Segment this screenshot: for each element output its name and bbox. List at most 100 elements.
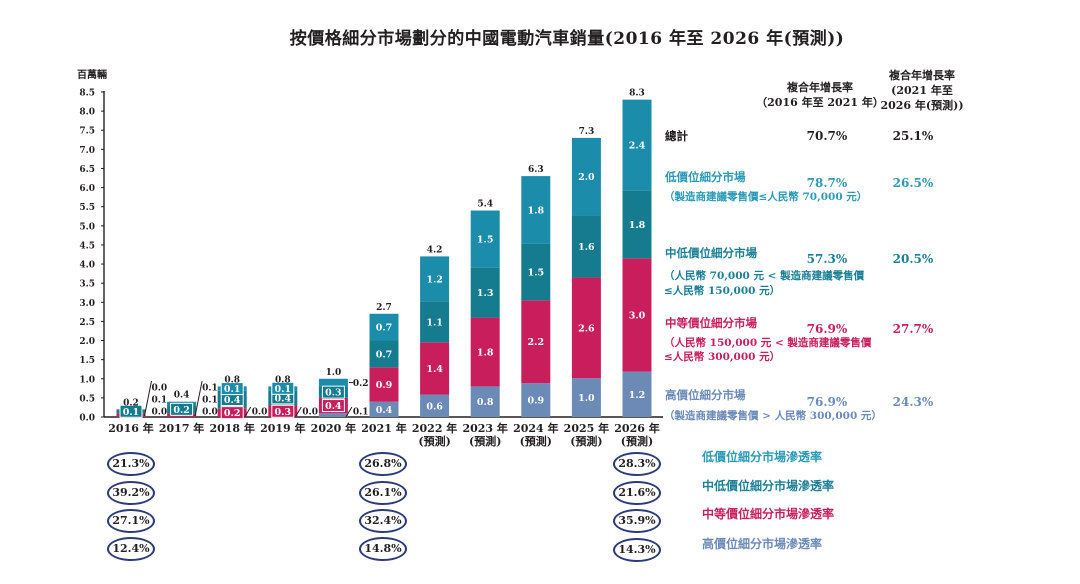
- y-tick-label: 1.5: [79, 356, 95, 366]
- data-label: 0.4: [376, 405, 393, 416]
- x-tick-sublabel: (預測): [520, 434, 552, 448]
- cagr-row-sub-mid-1: （人民幣 150,000 元 < 製造商建議零售價: [664, 337, 872, 349]
- y-tick-label: 8.0: [79, 108, 95, 118]
- callout-label: 0.0: [302, 408, 318, 418]
- data-label: 2.2: [528, 337, 545, 348]
- bar-segment: [622, 371, 652, 417]
- callout-label: 0.0: [202, 408, 218, 418]
- legend-high-penetration: 高價位細分市場滲透率: [702, 537, 823, 551]
- callout-leader-line: [144, 380, 152, 417]
- bar-segment: [571, 137, 601, 216]
- callout-label: 0.0: [252, 408, 268, 418]
- cagr-header-2016-2021-line-2: （2016 年至 2021 年）: [756, 96, 884, 109]
- data-label: 0.1: [275, 384, 292, 395]
- data-label: 3.0: [629, 310, 646, 321]
- y-tick-label: 7.5: [79, 127, 95, 137]
- x-tick-sublabel: (預測): [621, 434, 653, 448]
- penetration-oval: 26.8%: [359, 452, 407, 476]
- cagr-row-sub-mid-2: ≤人民幣 300,000 元）: [664, 351, 781, 363]
- penetration-oval: 21.3%: [107, 452, 155, 476]
- penetration-oval: 35.9%: [613, 509, 661, 533]
- cagr-header-2016-2021: 複合年增長率 （2016 年至 2021 年）: [755, 80, 885, 110]
- cagr-row-label-midlow: 中低價位細分市場: [665, 246, 757, 260]
- data-label: 0.7: [376, 323, 393, 334]
- data-label: 0.6: [426, 401, 443, 412]
- data-label: 1.4: [426, 364, 443, 375]
- data-label-box: [220, 406, 244, 420]
- data-label: 0.4: [224, 395, 241, 406]
- data-label: 0.4: [275, 393, 292, 404]
- data-label: 0.4: [325, 401, 342, 412]
- y-tick-label: 4.5: [79, 241, 95, 251]
- y-tick-label: 0.5: [79, 394, 95, 404]
- y-tick-label: 2.0: [79, 337, 95, 347]
- penetration-oval: 27.1%: [107, 509, 155, 533]
- x-tick-label: 2025 年: [564, 421, 609, 435]
- bar-segment: [369, 313, 399, 341]
- bar-total-label: 8.3: [629, 89, 645, 99]
- x-tick-label: 2018 年: [209, 421, 254, 435]
- x-tick-sublabel: (預測): [418, 434, 450, 448]
- penetration-oval: 12.4%: [107, 537, 155, 561]
- cagr-midlow-2016-2021: 57.3%: [806, 252, 848, 266]
- legend-low-penetration: 低價位細分市場滲透率: [702, 450, 823, 464]
- data-label: 0.7: [376, 349, 393, 360]
- callout-leader-line: [345, 406, 353, 418]
- penetration-oval: 14.3%: [613, 538, 661, 562]
- cagr-total-2016-2021: 70.7%: [806, 129, 848, 143]
- bar-segment: [318, 378, 348, 387]
- cagr-row-label-high: 高價位細分市場: [665, 388, 746, 402]
- legend-mid-penetration: 中等價位細分市場滲透率: [702, 507, 835, 521]
- penetration-oval: 21.6%: [613, 481, 661, 505]
- bar-segment: [470, 267, 500, 318]
- data-label: 0.8: [477, 397, 494, 408]
- callout-label: 0.0: [152, 384, 168, 394]
- data-label: 1.2: [426, 274, 443, 285]
- cagr-mid-2016-2021: 76.9%: [806, 322, 848, 336]
- x-tick-label: 2020 年: [311, 421, 356, 435]
- bar-segment: [622, 258, 652, 372]
- callout-label: 0.2: [353, 379, 369, 389]
- bar-segment: [521, 300, 551, 384]
- bar-segment: [470, 210, 500, 268]
- data-label: 1.5: [528, 268, 545, 279]
- data-label: 1.1: [426, 317, 443, 328]
- callout-label: 0.1: [152, 396, 168, 406]
- legend-midlow-penetration: 中低價位細分市場滲透率: [702, 479, 835, 493]
- data-label-box: [220, 382, 244, 396]
- cagr-row-label-low: 低價位細分市場: [665, 170, 746, 184]
- y-axis-unit-label: 百萬輛: [77, 68, 107, 81]
- data-label: 1.6: [578, 242, 595, 253]
- data-label: 0.2: [224, 408, 241, 419]
- bar-segment: [521, 243, 551, 301]
- bar-segment: [420, 301, 450, 343]
- bar-segment: [369, 367, 399, 402]
- y-tick-label: 5.0: [79, 222, 95, 232]
- y-tick-label: 7.0: [79, 146, 95, 156]
- bar-total-label: 0.4: [174, 391, 190, 401]
- bar-segment: [521, 176, 551, 244]
- cagr-header-2021-2026-line-1: 複合年增長率: [889, 69, 955, 82]
- cagr-header-2021-2026: 複合年增長率 (2021 年至 2026 年(預測)): [857, 68, 987, 113]
- chart-title: 按價格細分市場劃分的中國電動汽車銷量(2016 年至 2026 年(預測)): [289, 29, 845, 49]
- cagr-low-2016-2021: 78.7%: [806, 176, 848, 190]
- x-tick-label: 2017 年: [159, 421, 204, 435]
- y-tick-label: 2.5: [79, 318, 95, 328]
- cagr-header-2016-2021-line-1: 複合年增長率: [787, 81, 853, 94]
- data-label: 2.4: [629, 140, 646, 151]
- cagr-row-sub-low: （製造商建議零售價≤人民幣 70,000 元）: [664, 191, 868, 203]
- x-tick-label: 2026 年: [614, 421, 659, 435]
- bar-segment: [420, 394, 450, 417]
- callout-label: 0.1: [202, 396, 218, 406]
- y-tick-label: 6.5: [79, 165, 95, 175]
- callout-label: 0.1: [202, 384, 218, 394]
- x-tick-label: 2016 年: [108, 421, 153, 435]
- data-label-box: [170, 402, 194, 416]
- cagr-row-sub-midlow-1: （人民幣 70,000 元 < 製造商建議零售價: [664, 270, 865, 282]
- callout-leader-line: [194, 380, 203, 417]
- data-label: 0.1: [123, 407, 140, 418]
- cagr-mid-2021-2026: 27.7%: [892, 322, 934, 336]
- x-tick-label: 2021 年: [361, 421, 406, 435]
- cagr-row-label-mid: 中等價位細分市場: [665, 316, 757, 330]
